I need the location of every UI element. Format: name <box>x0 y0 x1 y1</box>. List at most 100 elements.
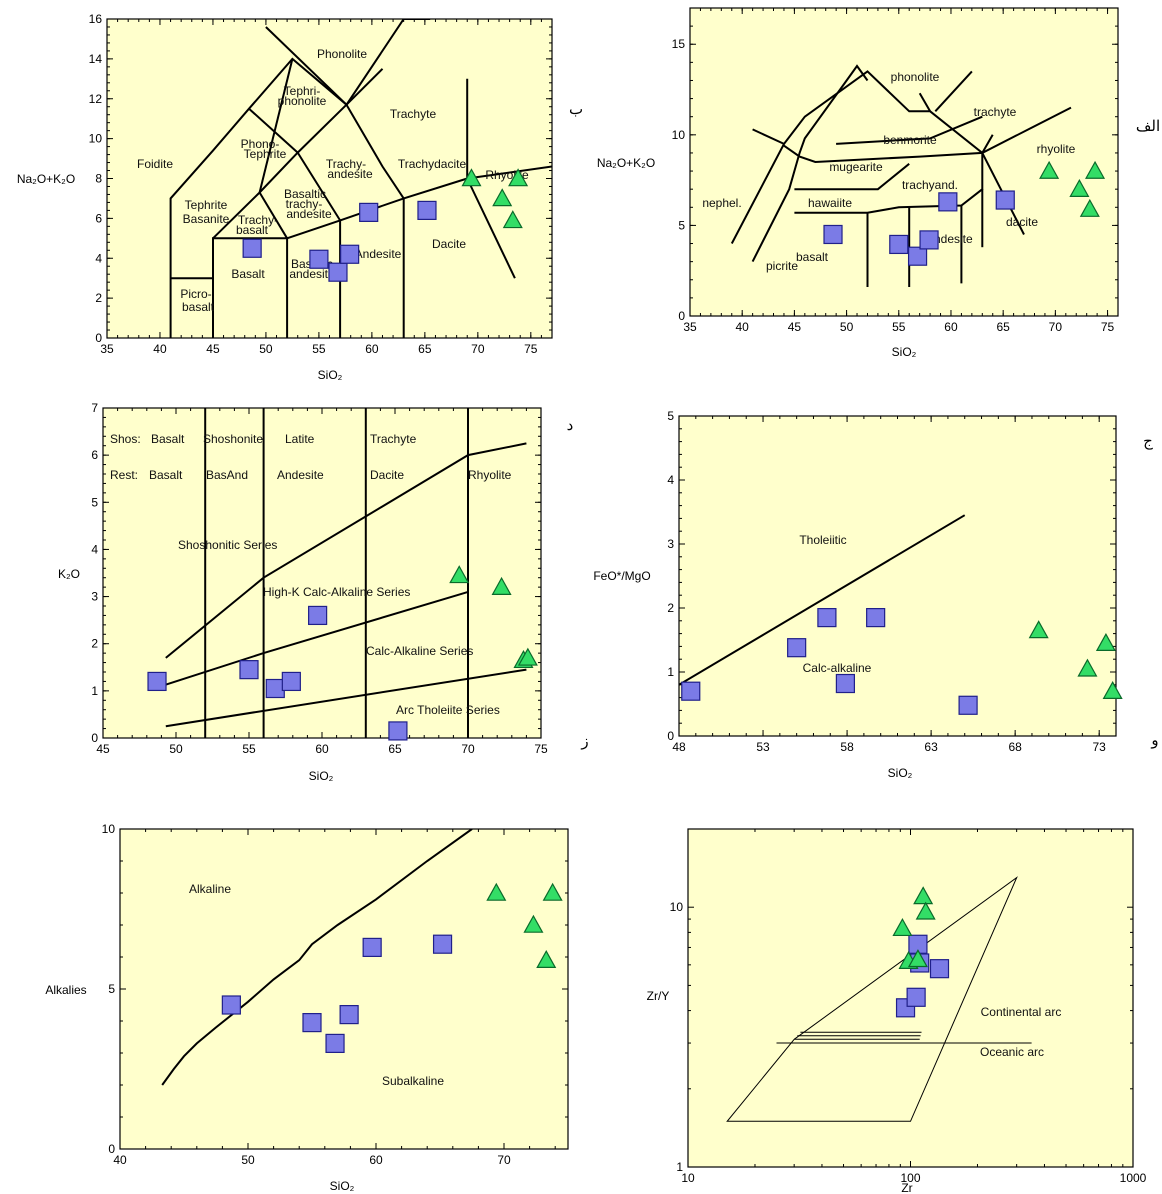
field-label: Alkaline <box>189 882 231 896</box>
x-tick-label: 45 <box>206 342 220 356</box>
triangle-data-point <box>1077 658 1098 677</box>
field-boundary-line <box>248 107 299 154</box>
x-tick-label: 60 <box>944 320 958 334</box>
field-label: Picro- <box>180 287 211 301</box>
plot-area <box>678 415 1117 737</box>
field-label: Continental arc <box>981 1005 1062 1019</box>
field-label: Trachyte <box>390 107 437 121</box>
field-label: Tholeiitic <box>799 533 846 547</box>
field-label: Basaltic <box>284 187 326 201</box>
panel-tas-middlemost: 35 40 45 50 55 60 65 70 75 0 2 4 6 8 10 12 14 16 Phonolite… <box>17 12 583 382</box>
field-label: rhyolite <box>1037 142 1076 156</box>
field-boundaries <box>169 19 552 338</box>
field-label: Basanite <box>183 212 230 226</box>
square-data-point <box>359 202 379 222</box>
triangle-data-point <box>502 210 523 229</box>
field-labels: Alkaline Subalkaline <box>189 882 444 1088</box>
y-tick-label: 0 <box>667 729 674 743</box>
y-axis-label: Zr/Y <box>647 989 670 1003</box>
x-tick-label: 50 <box>169 742 183 756</box>
triangle-data-point <box>1039 160 1060 179</box>
field-boundary-line <box>918 92 931 112</box>
x-tick-label: 70 <box>497 1153 511 1167</box>
field-boundaries <box>161 829 473 1086</box>
axis-ticks: 48 53 58 63 68 73 0 1 2 3 4 5 <box>667 409 1117 754</box>
y-axis-label: Na₂O+K₂O <box>597 156 655 170</box>
field-label: Tephri- <box>284 84 321 98</box>
y-tick-label: 4 <box>95 251 102 265</box>
field-label: mugearite <box>829 160 883 174</box>
field-label: trachyte <box>974 105 1017 119</box>
triangle-data-point <box>523 914 544 933</box>
square-data-point <box>817 607 837 628</box>
square-data-point <box>221 995 241 1015</box>
y-tick-label: 0 <box>91 731 98 745</box>
panel-tas-cox: 35 40 45 50 55 60 65 70 75 0 5 10 15 phonolite trachyt… <box>597 7 1160 359</box>
panel-letter: ب <box>569 101 583 118</box>
field-label: Arc Tholeiite Series <box>396 703 500 717</box>
y-tick-label: 8 <box>95 172 102 186</box>
field-label: Andesite <box>277 468 324 482</box>
triangle-data-point <box>913 886 934 905</box>
square-data-point <box>432 934 453 954</box>
field-label: andesite <box>286 207 332 221</box>
y-tick-label: 1 <box>91 684 98 698</box>
x-tick-label: 55 <box>242 742 256 756</box>
square-data-point <box>907 246 928 266</box>
field-label: benmorite <box>883 133 937 147</box>
x-tick-label: 70 <box>471 342 485 356</box>
panel-letter-bottom: ز <box>580 733 588 750</box>
panel-letter: الف <box>1136 118 1160 135</box>
triangle-data-point <box>915 901 936 920</box>
field-boundary-line <box>258 191 288 239</box>
axis-ticks: 35 40 45 50 55 60 65 70 75 0 5 10 15 <box>672 7 1119 334</box>
y-tick-label: 6 <box>91 448 98 462</box>
field-label: BasAnd <box>206 468 248 482</box>
square-data-point <box>281 671 301 692</box>
triangle-data-point <box>461 168 482 187</box>
x-tick-label: 35 <box>683 320 697 334</box>
y-tick-label: 6 <box>95 211 102 225</box>
field-boundary-line <box>345 68 384 106</box>
field-boundary-line <box>934 70 973 112</box>
y-tick-label: 4 <box>667 473 674 487</box>
square-data-point <box>681 681 701 701</box>
field-label: Phonolite <box>317 47 367 61</box>
y-tick-label: 2 <box>95 291 102 305</box>
data-points <box>681 607 1123 715</box>
panel-letter-top: ج <box>1143 433 1153 450</box>
x-tick-label: 68 <box>1008 740 1022 754</box>
square-data-point <box>239 660 259 680</box>
y-tick-label: 10 <box>670 900 684 914</box>
field-label: nephel. <box>702 196 741 210</box>
field-label: Trachyte <box>370 432 417 446</box>
plot-area <box>689 7 1119 317</box>
field-boundaries <box>161 408 527 738</box>
field-boundary-line <box>679 514 966 686</box>
field-label: andesite <box>927 232 973 246</box>
triangle-data-point <box>1095 632 1116 651</box>
x-tick-label: 45 <box>788 320 802 334</box>
field-boundary-line <box>467 165 552 180</box>
y-axis-label: K₂O <box>58 567 80 581</box>
field-label: Trachy- <box>238 213 278 227</box>
square-data-point <box>265 678 285 699</box>
field-label: phonolite <box>278 94 327 108</box>
y-tick-label: 0 <box>678 309 685 323</box>
field-boundary-line <box>794 152 984 214</box>
x-tick-label: 55 <box>892 320 906 334</box>
y-axis-label: FeO*/MgO <box>593 569 650 583</box>
x-tick-label: 75 <box>534 742 548 756</box>
field-label: Calc-alkaline <box>803 661 872 675</box>
field-boundary-line <box>258 58 294 193</box>
axis-ticks: 35 40 45 50 55 60 65 70 75 0 2 4 6 8 10 12 14 16 <box>89 12 553 356</box>
field-label: Andesite <box>355 247 402 261</box>
field-labels: phonolite trachyte rhyolite benmoritemugear… <box>702 70 1075 273</box>
field-boundary-line <box>726 876 1018 1122</box>
field-boundary-line <box>265 26 348 106</box>
y-axis-label: Na₂O+K₂O <box>17 172 75 186</box>
field-label: Tephrite <box>244 147 287 161</box>
y-tick-label: 10 <box>89 132 103 146</box>
